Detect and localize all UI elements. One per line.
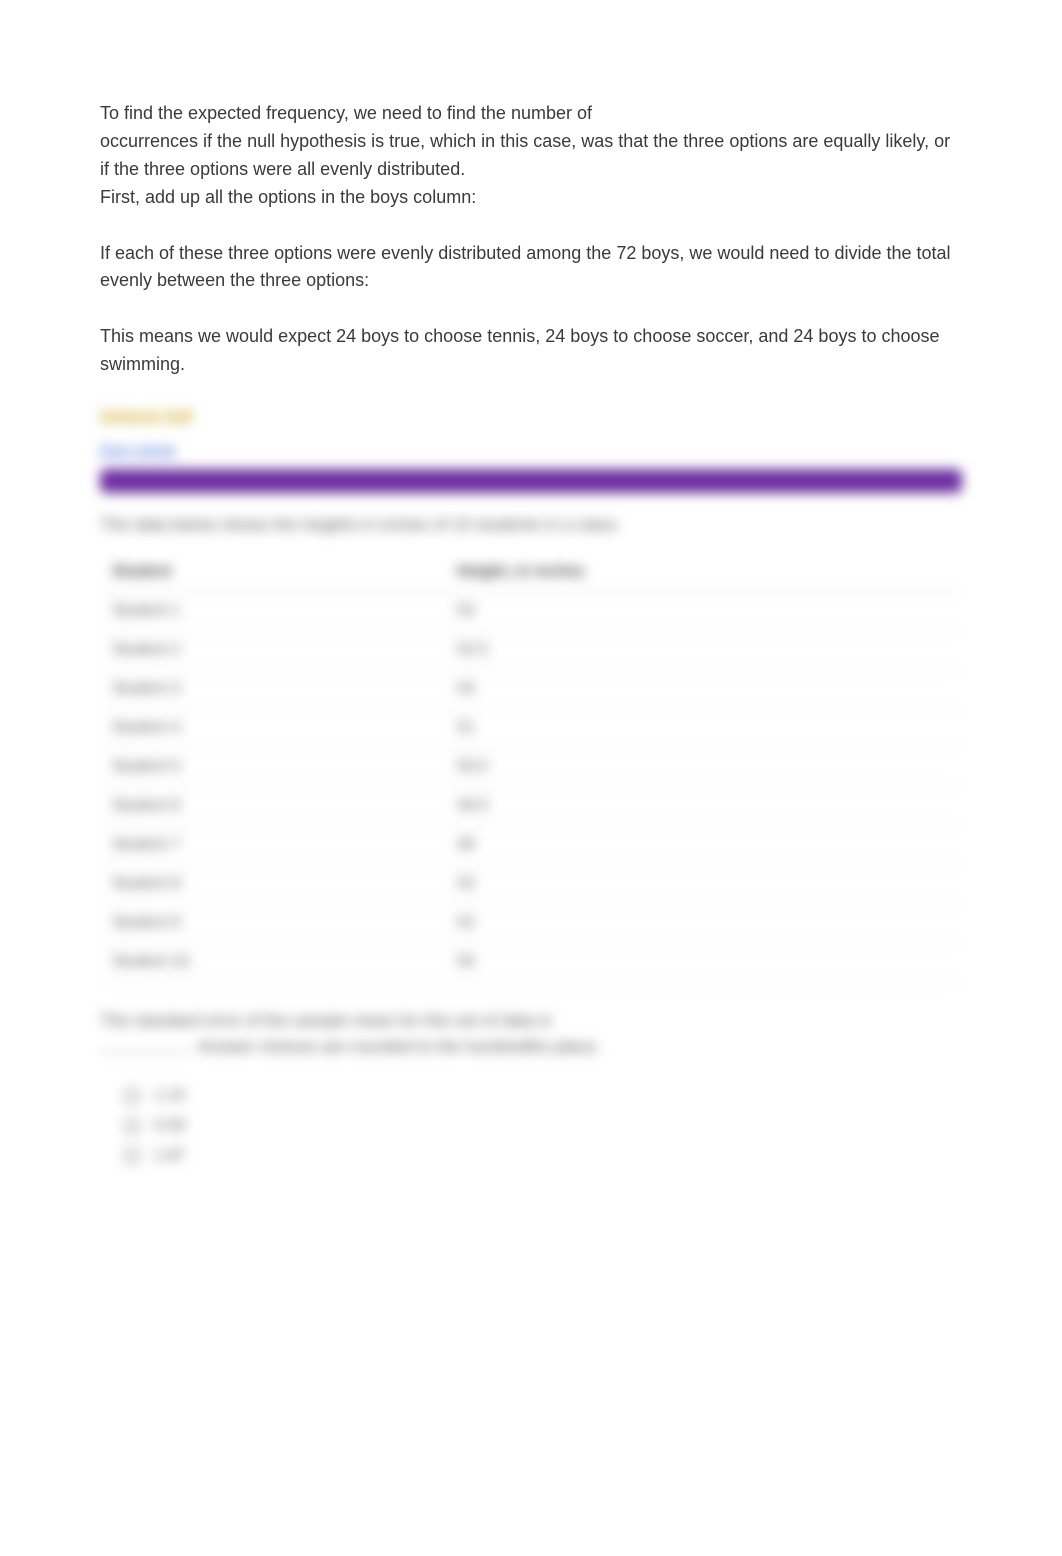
cell-student: Student 2 — [100, 631, 445, 670]
table-row: Student 5 50.5 — [100, 748, 962, 787]
blurred-content: Unlock full Earn points The data below s… — [100, 407, 962, 1171]
explanation-line-3: First, add up all the options in the boy… — [100, 184, 962, 212]
cell-student: Student 1 — [100, 592, 445, 631]
col-student: Student — [100, 553, 445, 592]
table-row: Student 6 49.5 — [100, 787, 962, 826]
table-row: Student 3 54 — [100, 670, 962, 709]
option-label: 1.15 — [154, 1087, 185, 1105]
option-row[interactable]: 1.87 — [124, 1141, 962, 1171]
cell-height: 48 — [445, 826, 962, 865]
cell-student: Student 4 — [100, 709, 445, 748]
cell-height: 50 — [445, 943, 962, 982]
cell-height: 52.5 — [445, 631, 962, 670]
question-prompt: The standard error of the sample mean fo… — [100, 1008, 962, 1059]
table-row: Student 4 51 — [100, 709, 962, 748]
explanation-block: To find the expected frequency, we need … — [100, 100, 962, 379]
cell-student: Student 10 — [100, 943, 445, 982]
answer-blank — [100, 1051, 190, 1052]
unlock-link[interactable]: Unlock full — [100, 407, 192, 428]
cell-height: 49.5 — [445, 787, 962, 826]
explanation-line-5: This means we would expect 24 boys to ch… — [100, 323, 962, 379]
col-height: Height, in inches — [445, 553, 962, 592]
cell-student: Student 3 — [100, 670, 445, 709]
table-row: Student 10 50 — [100, 943, 962, 982]
option-row[interactable]: 0.59 — [124, 1111, 962, 1141]
prompt-line-1: The standard error of the sample mean fo… — [100, 1011, 552, 1030]
cell-student: Student 5 — [100, 748, 445, 787]
option-label: 0.59 — [154, 1117, 185, 1135]
explanation-line-2: occurrences if the null hypothesis is tr… — [100, 128, 962, 184]
heights-table: Student Height, in inches Student 1 53 S… — [100, 553, 962, 982]
table-row: Student 7 48 — [100, 826, 962, 865]
radio-icon[interactable] — [124, 1088, 140, 1104]
answer-options: 1.15 0.59 1.87 — [100, 1081, 962, 1171]
explanation-line-4: If each of these three options were even… — [100, 240, 962, 296]
table-header-row: Student Height, in inches — [100, 553, 962, 592]
cell-height: 53 — [445, 865, 962, 904]
prompt-line-2: Answer choices are rounded to the hundre… — [198, 1037, 601, 1056]
cell-height: 52 — [445, 904, 962, 943]
cell-height: 53 — [445, 592, 962, 631]
table-row: Student 1 53 — [100, 592, 962, 631]
option-label: 1.87 — [154, 1147, 185, 1165]
cell-height: 50.5 — [445, 748, 962, 787]
earn-points-link[interactable]: Earn points — [100, 442, 176, 459]
cell-height: 51 — [445, 709, 962, 748]
option-row[interactable]: 1.15 — [124, 1081, 962, 1111]
cell-student: Student 7 — [100, 826, 445, 865]
question-intro-text: The data below shows the heights in inch… — [100, 515, 962, 535]
explanation-line-1: To find the expected frequency, we need … — [100, 100, 962, 128]
radio-icon[interactable] — [124, 1118, 140, 1134]
cell-height: 54 — [445, 670, 962, 709]
table-row: Student 2 52.5 — [100, 631, 962, 670]
cell-student: Student 8 — [100, 865, 445, 904]
question-header-bar — [100, 469, 962, 493]
cell-student: Student 9 — [100, 904, 445, 943]
table-row: Student 8 53 — [100, 865, 962, 904]
cell-student: Student 6 — [100, 787, 445, 826]
table-row: Student 9 52 — [100, 904, 962, 943]
radio-icon[interactable] — [124, 1148, 140, 1164]
